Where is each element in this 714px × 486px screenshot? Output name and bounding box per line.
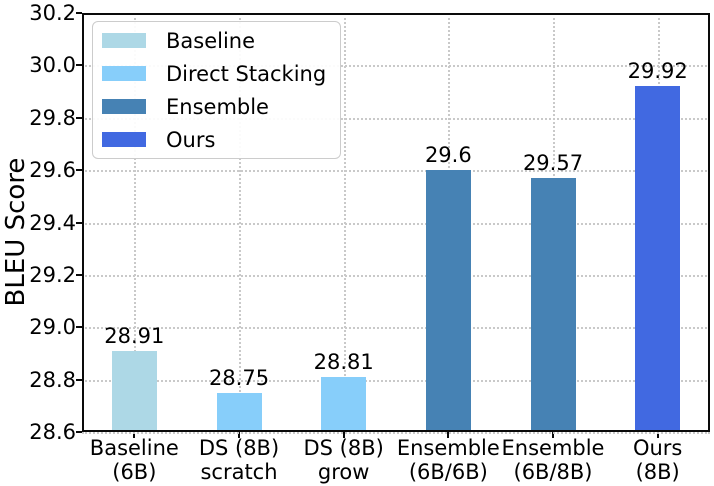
- x-gridline: [239, 13, 241, 432]
- y-tick-mark: [76, 378, 82, 381]
- y-gridline: [82, 65, 710, 68]
- bar-value-label: 29.57: [522, 150, 584, 175]
- bar: [216, 392, 262, 432]
- legend-item-direct-stacking: Direct Stacking: [102, 57, 326, 90]
- x-tick-label: DS (8B) scratch: [198, 436, 280, 484]
- y-gridline: [82, 432, 710, 434]
- bar-value-label: 29.6: [424, 143, 472, 168]
- x-tick-mark: [238, 432, 240, 438]
- y-tick-label: 30.0: [29, 53, 76, 78]
- bar-value-label: 28.91: [104, 323, 165, 348]
- y-tick-label: 28.8: [29, 367, 76, 392]
- plot-area: Baseline Direct Stacking Ensemble Ours 28.9…: [82, 13, 710, 434]
- legend-label: Ours: [166, 127, 216, 152]
- y-tick-label: 28.6: [29, 420, 76, 444]
- bar: [425, 170, 471, 432]
- legend-label: Direct Stacking: [166, 61, 327, 86]
- bar-value-label: 28.75: [208, 365, 270, 390]
- bar: [111, 350, 157, 432]
- legend-item-ours: Ours: [102, 123, 326, 156]
- x-tick-label: Ensemble (6B/6B): [396, 436, 500, 484]
- x-tick-label: DS (8B) grow: [303, 436, 384, 484]
- y-tick-mark: [76, 431, 82, 433]
- y-gridline: [82, 379, 710, 382]
- bar-value-label: 28.81: [313, 350, 374, 374]
- y-tick-label: 29.4: [29, 210, 76, 235]
- x-tick-mark: [133, 432, 136, 438]
- x-tick-mark: [447, 432, 450, 438]
- y-tick-mark: [76, 326, 82, 329]
- y-tick-mark: [76, 116, 82, 119]
- x-tick-mark: [342, 432, 345, 438]
- y-gridline: [82, 117, 710, 120]
- y-gridline: [82, 274, 710, 277]
- legend: Baseline Direct Stacking Ensemble Ours: [92, 21, 342, 159]
- y-tick-label: 29.6: [29, 158, 76, 183]
- y-tick-label: 29.8: [29, 105, 76, 130]
- bar-value-label: 29.92: [627, 59, 688, 84]
- y-tick-mark: [76, 273, 82, 276]
- legend-item-baseline: Baseline: [102, 24, 326, 57]
- legend-swatch: [102, 66, 146, 81]
- y-tick-mark: [76, 12, 82, 14]
- y-tick-mark: [76, 169, 82, 172]
- y-tick-label: 29.2: [29, 262, 76, 287]
- legend-item-ensemble: Ensemble: [102, 90, 326, 123]
- bar: [321, 377, 367, 432]
- x-gridline: [343, 13, 346, 432]
- bar: [635, 86, 681, 432]
- legend-swatch: [102, 99, 146, 114]
- x-gridline: [134, 13, 137, 432]
- x-tick-label: Ours (8B): [632, 436, 683, 484]
- y-tick-label: 30.2: [29, 1, 76, 25]
- legend-swatch: [102, 132, 146, 147]
- legend-label: Ensemble: [166, 94, 269, 119]
- y-tick-label: 29.0: [29, 315, 76, 340]
- legend-label: Baseline: [166, 28, 256, 53]
- x-tick-mark: [656, 432, 659, 438]
- x-tick-mark: [552, 432, 554, 438]
- y-tick-mark: [76, 221, 82, 224]
- x-tick-label: Ensemble (6B/8B): [501, 436, 605, 484]
- y-gridline: [82, 327, 710, 330]
- y-gridline: [82, 222, 710, 225]
- legend-swatch: [102, 33, 146, 48]
- y-gridline: [82, 13, 710, 15]
- y-tick-mark: [76, 64, 82, 67]
- x-tick-label: Baseline (6B): [89, 436, 179, 484]
- bar: [530, 177, 576, 432]
- y-gridline: [82, 170, 710, 173]
